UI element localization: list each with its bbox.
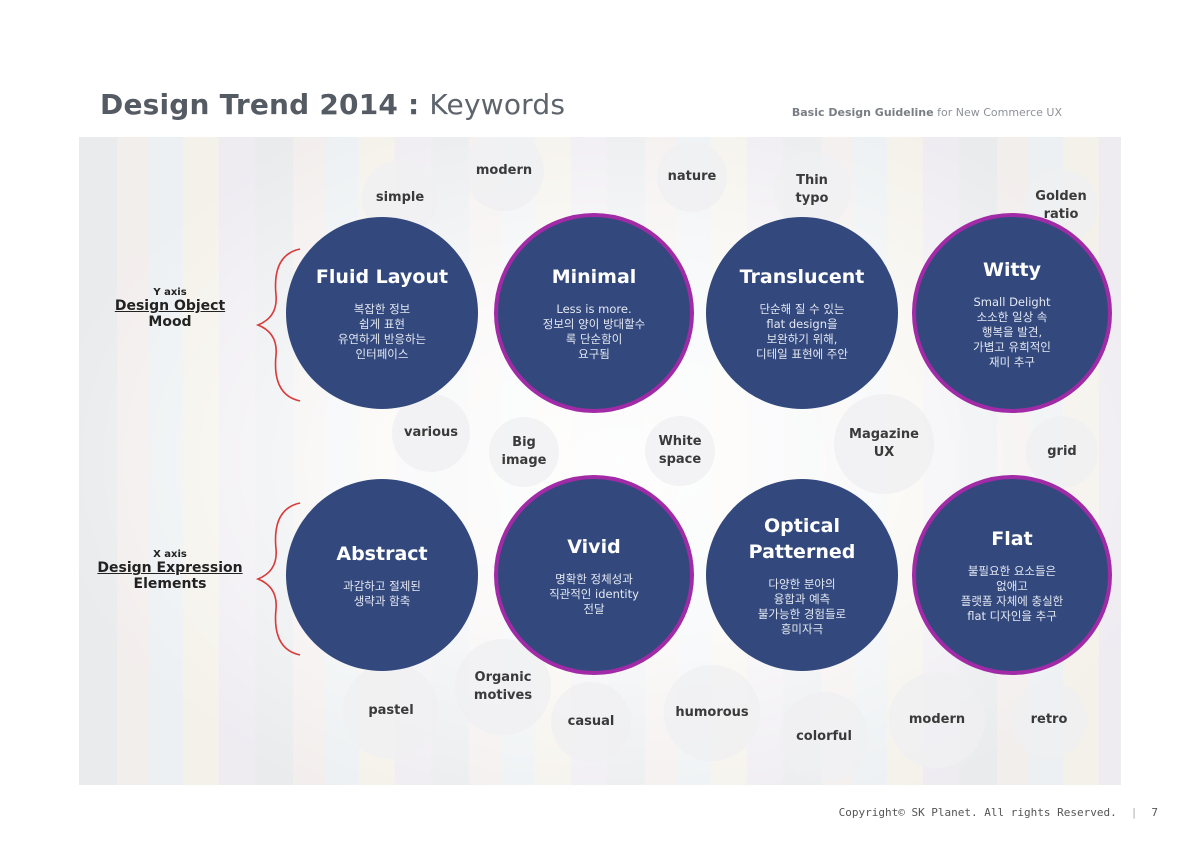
guide-bold: Basic Design Guideline: [791, 106, 934, 119]
keyword-bubble: various: [392, 394, 470, 472]
keyword-bubble: humorous: [664, 665, 760, 761]
keyword-bubble: pastel: [343, 663, 439, 759]
circle-title: Witty: [982, 258, 1042, 281]
guide-rest: for New Commerce UX: [933, 106, 1062, 119]
x-axis-main: Design Expression: [97, 560, 243, 576]
title-sub: Keywords: [429, 88, 566, 121]
keyword-bubble: colorful: [779, 692, 869, 782]
circle-title: Flat: [991, 528, 1033, 550]
trend-circle-minimal: Minimal Less is more. 정보의 양이 방대할수 록 단순함이…: [494, 213, 694, 413]
trend-circle-fluid-layout: Fluid Layout 복잡한 정보 쉽게 표현 유연하게 반응하는 인터페이…: [286, 217, 478, 409]
x-axis-bottom: Elements: [133, 576, 207, 592]
x-axis-brace: [255, 502, 301, 656]
keyword-bubble: modern: [889, 672, 985, 768]
circle-desc: 불필요한 요소들은 없애고 플랫폼 자체에 충실한 flat 디자인을 추구: [960, 564, 1064, 623]
keyword-board: simple modern nature Thin typo Golden ra…: [79, 137, 1121, 785]
keyword-bubble: Magazine UX: [834, 394, 934, 494]
trend-circle-translucent: Translucent 단순해 질 수 있는 flat design을 보완하기…: [706, 217, 898, 409]
keyword-bubble: casual: [551, 682, 631, 762]
y-axis-small: Y axis: [153, 287, 187, 298]
circle-desc: 명확한 정체성과 직관적인 identity 전달: [549, 571, 639, 616]
trend-circle-optical-patterned: Optical Patterned 다양한 분야의 융합과 예측 불가능한 경험…: [706, 479, 898, 671]
circle-desc: Less is more. 정보의 양이 방대할수 록 단순함이 요구됨: [542, 302, 646, 361]
keyword-bubble: nature: [657, 142, 727, 212]
footer-separator: |: [1130, 806, 1138, 819]
keyword-bubble: modern: [464, 137, 544, 211]
keyword-bubble: grid: [1026, 416, 1098, 488]
circle-desc: 복잡한 정보 쉽게 표현 유연하게 반응하는 인터페이스: [337, 302, 427, 361]
y-axis-main: Design Object: [114, 298, 226, 314]
trend-circle-flat: Flat 불필요한 요소들은 없애고 플랫폼 자체에 충실한 flat 디자인을…: [912, 475, 1112, 675]
guide-caption: Basic Design Guideline for New Commerce …: [792, 106, 1062, 119]
y-axis-label: Y axis Design Object Mood: [100, 287, 240, 330]
y-axis-bottom: Mood: [148, 314, 192, 330]
keyword-bubble: Thin typo: [773, 151, 851, 229]
copyright: Copyright© SK Planet. All rights Reserve…: [838, 806, 1117, 819]
keyword-bubble: Big image: [489, 417, 559, 487]
circle-desc: Small Delight 소소한 일상 속 행복을 발견, 가볍고 유희적인 …: [973, 294, 1051, 369]
circle-title: Fluid Layout: [315, 266, 449, 288]
circle-title: Minimal: [551, 266, 637, 288]
circle-title: Optical Patterned: [748, 515, 856, 563]
page-number: 7: [1151, 806, 1158, 819]
keyword-bubble: retro: [1011, 682, 1087, 758]
circle-title: Vivid: [567, 535, 621, 558]
circle-title: Abstract: [336, 543, 428, 565]
trend-circle-vivid: Vivid 명확한 정체성과 직관적인 identity 전달: [494, 475, 694, 675]
circle-desc: 과감하고 절제된 생략과 함축: [343, 579, 421, 608]
circle-title: Translucent: [739, 266, 865, 288]
circle-desc: 단순해 질 수 있는 flat design을 보완하기 위해, 디테일 표현에…: [756, 302, 848, 361]
circle-desc: 다양한 분야의 융합과 예측 불가능한 경험들로 흥미자극: [757, 577, 847, 636]
page-title: Design Trend 2014 : Keywords: [100, 88, 565, 121]
y-axis-brace: [255, 248, 301, 402]
x-axis-label: X axis Design Expression Elements: [90, 549, 250, 592]
x-axis-small: X axis: [153, 549, 187, 560]
title-main: Design Trend 2014 :: [100, 88, 430, 121]
trend-circle-abstract: Abstract 과감하고 절제된 생략과 함축: [286, 479, 478, 671]
footer: Copyright© SK Planet. All rights Reserve…: [839, 806, 1158, 819]
keyword-bubble: White space: [645, 416, 715, 486]
trend-circle-witty: Witty Small Delight 소소한 일상 속 행복을 발견, 가볍고…: [912, 213, 1112, 413]
